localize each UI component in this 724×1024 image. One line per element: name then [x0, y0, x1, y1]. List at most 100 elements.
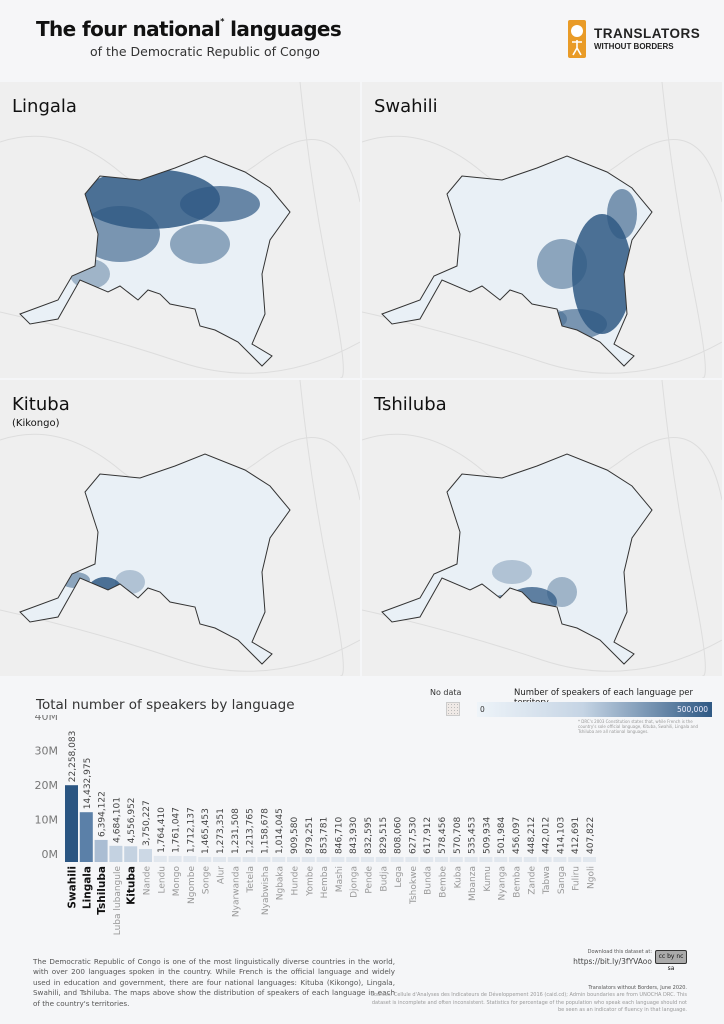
territory-shading	[547, 309, 607, 339]
bar-value-label: 1,231,508	[231, 808, 241, 854]
bar-value-label: 1,761,047	[172, 807, 182, 853]
legend-color-scale	[477, 702, 712, 717]
territory-shading	[180, 186, 260, 222]
y-tick-label: 10M	[35, 814, 59, 827]
bar-category-label: Mongo	[172, 866, 182, 897]
download-info: Download this dataset at: https://bit.ly…	[573, 949, 652, 966]
legend-min: 0	[480, 705, 485, 714]
map-kituba: Kituba (Kikongo)	[0, 380, 360, 676]
legend-max: 500,000	[676, 705, 708, 714]
bar-category-label: Swahili	[67, 866, 79, 909]
bar-category-label: Hemba	[320, 866, 330, 898]
territory-shading	[537, 239, 587, 289]
bar-value-label: 578,456	[438, 817, 448, 854]
map-tshiluba: Tshiluba	[362, 380, 722, 676]
territory-shading	[547, 577, 577, 607]
bar-category-label: Lingala	[81, 866, 93, 909]
bar-category-label: Nyabwisha	[261, 866, 271, 915]
translators-without-borders-logo: TRANSLATORS WITHOUT BORDERS	[568, 20, 700, 58]
bar-value-label: 535,453	[468, 817, 478, 854]
constitution-footnote: * DRC's 2003 Constitution states that, w…	[578, 719, 699, 735]
territory-shading	[607, 189, 637, 239]
bar-value-label: 1,273,351	[216, 808, 226, 854]
bar-kuba	[449, 857, 463, 862]
bar-category-label: Bemba	[513, 866, 523, 898]
page-title: The four national* languages	[36, 17, 342, 41]
bar-category-label: Mbanza	[468, 866, 478, 901]
logo-figure-icon	[568, 20, 586, 58]
bar-category-label: Tshokwe	[409, 866, 419, 905]
bar-value-label: 1,764,410	[157, 807, 167, 853]
bar-category-label: Nyarwanda	[231, 866, 241, 917]
territory-shading	[80, 206, 160, 262]
bar-ngoli	[583, 857, 596, 862]
speakers-bar-chart: 0M 10M 20M 30M 40M 22,258,083 Swahili 14,432,97…	[35, 715, 597, 935]
maps-grid: Lingala Swahili Kituba (Kikongo) Tshiluba	[0, 82, 724, 676]
territory-shading	[572, 214, 632, 334]
bar-category-label: Kumu	[483, 866, 493, 892]
y-tick-label: 40M	[35, 715, 59, 723]
bar-tetela	[242, 857, 256, 862]
bar-category-label: Alur	[217, 866, 227, 884]
bar-nyarwanda	[227, 857, 241, 862]
bar-yombe	[301, 857, 315, 862]
territory-shading	[490, 595, 514, 619]
bar-value-label: 1,213,765	[246, 808, 256, 854]
bar-ngombe	[183, 856, 197, 862]
bar-value-label: 4,556,952	[127, 797, 137, 843]
bar-mongo	[168, 855, 182, 862]
y-tick-label: 30M	[35, 745, 59, 758]
bar-category-label: Bunda	[424, 866, 434, 895]
bar-budja	[375, 857, 389, 862]
bar-kumu	[479, 857, 493, 862]
bar-category-label: Fuliru	[572, 866, 582, 891]
map-sublabel: (Kikongo)	[12, 418, 60, 429]
bar-value-label: 442,012	[542, 817, 552, 854]
bar-category-label: Mashi	[335, 866, 345, 892]
bar-value-label: 808,060	[394, 817, 404, 854]
territory-shading	[115, 570, 145, 594]
bar-category-label: Djonga	[350, 866, 360, 898]
bar-value-label: 832,595	[364, 817, 374, 854]
bar-value-label: 829,515	[379, 817, 389, 854]
cc-license-badge: cc by nc sa	[655, 950, 687, 972]
bar-value-label: 846,710	[334, 817, 344, 854]
bar-tshiluba	[94, 839, 108, 862]
bar-value-label: 501,984	[497, 817, 507, 854]
map-label: Lingala	[12, 96, 77, 117]
bar-value-label: 4,684,101	[112, 797, 122, 843]
y-tick-label: 20M	[35, 779, 59, 792]
bar-value-label: 448,212	[527, 817, 537, 854]
bar-zande	[523, 857, 537, 862]
bar-mbanza	[464, 857, 478, 862]
bar-value-label: 412,691	[571, 817, 581, 854]
bar-value-label: 1,158,678	[260, 808, 270, 854]
bar-nyanga	[494, 857, 508, 862]
bar-sanga	[553, 857, 567, 862]
bar-value-label: 853,781	[320, 817, 330, 854]
credits: Translators without Borders, June 2020. …	[370, 985, 687, 1013]
bar-hunde	[287, 857, 300, 862]
territory-shading	[170, 224, 230, 264]
bar-value-label: 414,103	[556, 817, 566, 854]
bar-pende	[361, 857, 374, 862]
bar-category-label: Ngoli	[587, 866, 597, 889]
bar-category-label: Hunde	[291, 866, 301, 896]
bar-category-label: Songe	[202, 866, 212, 895]
bar-lendu	[153, 855, 167, 862]
drc-outline	[20, 454, 290, 664]
bar-value-label: 617,912	[423, 817, 433, 854]
bar-value-label: 6,394,122	[98, 791, 108, 837]
map-label: Kituba	[12, 394, 70, 415]
bar-ngbaka	[272, 857, 286, 862]
drc-outline	[382, 454, 652, 664]
bar-value-label: 22,258,083	[68, 731, 78, 783]
bar-value-label: 570,708	[453, 817, 463, 854]
bar-category-label: Bembe	[439, 866, 449, 898]
dataset-link[interactable]: https://bit.ly/3fYVAoo	[573, 957, 652, 966]
bar-swahili	[65, 785, 78, 862]
bar-category-label: Zande	[527, 866, 537, 895]
bar-fuliru	[568, 857, 582, 862]
bar-lingala	[79, 812, 93, 862]
y-tick-label: 0M	[42, 848, 59, 861]
